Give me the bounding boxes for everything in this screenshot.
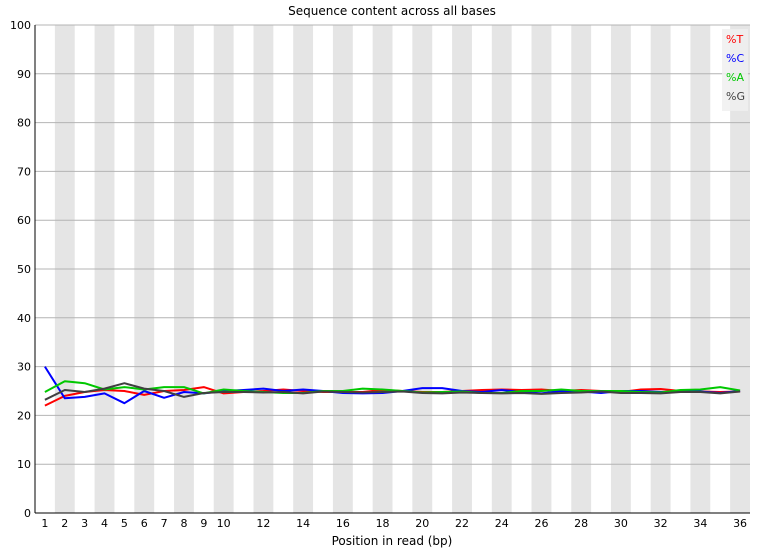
axes — [34, 25, 750, 514]
x-tick-label: 24 — [495, 517, 509, 530]
legend-label-a: %A — [726, 71, 744, 84]
legend-label-c: %C — [726, 52, 744, 65]
x-tick-label: 3 — [81, 517, 88, 530]
x-tick-label: 16 — [336, 517, 350, 530]
x-tick-label: 12 — [256, 517, 270, 530]
x-tick-label: 22 — [455, 517, 469, 530]
x-tick-label: 9 — [200, 517, 207, 530]
y-tick-label: 80 — [17, 117, 31, 130]
x-tick-label: 2 — [61, 517, 68, 530]
x-tick-label: 7 — [161, 517, 168, 530]
chart-title: Sequence content across all bases — [288, 4, 496, 18]
x-tick-label: 4 — [101, 517, 108, 530]
x-tick-label: 28 — [574, 517, 588, 530]
x-axis-ticks: 1 2 3 4 5 6 7 8 9 10 12 14 16 18 20 22 24 26 28 30 32 34 36 — [41, 517, 747, 530]
y-tick-label: 90 — [17, 68, 31, 81]
x-tick-label: 6 — [141, 517, 148, 530]
x-tick-label: 26 — [534, 517, 548, 530]
y-tick-label: 40 — [17, 312, 31, 325]
y-tick-label: 100 — [10, 19, 31, 32]
y-tick-label: 20 — [17, 409, 31, 422]
x-tick-label: 32 — [654, 517, 668, 530]
legend-label-g: %G — [726, 90, 745, 103]
y-tick-label: 10 — [17, 458, 31, 471]
legend: %T %C %A %G — [722, 29, 748, 111]
x-tick-label: 10 — [217, 517, 231, 530]
x-tick-label: 20 — [415, 517, 429, 530]
series-line-g — [44, 382, 741, 401]
x-tick-label: 34 — [693, 517, 707, 530]
x-tick-label: 5 — [121, 517, 128, 530]
series-line-a — [44, 380, 741, 395]
legend-box — [722, 29, 748, 111]
series-lines — [44, 366, 741, 407]
y-tick-label: 60 — [17, 214, 31, 227]
x-tick-label: 1 — [41, 517, 48, 530]
x-tick-label: 30 — [614, 517, 628, 530]
x-tick-label: 36 — [733, 517, 747, 530]
y-axis-ticks: 0 10 20 30 40 50 60 70 80 90 100 — [10, 19, 31, 520]
y-tick-label: 30 — [17, 361, 31, 374]
x-axis-label: Position in read (bp) — [332, 534, 453, 548]
y-tick-label: 70 — [17, 165, 31, 178]
y-tick-label: 0 — [24, 507, 31, 520]
x-tick-label: 18 — [376, 517, 390, 530]
x-tick-label: 8 — [180, 517, 187, 530]
legend-label-t: %T — [726, 33, 743, 46]
x-tick-label: 14 — [296, 517, 310, 530]
y-tick-label: 50 — [17, 263, 31, 276]
